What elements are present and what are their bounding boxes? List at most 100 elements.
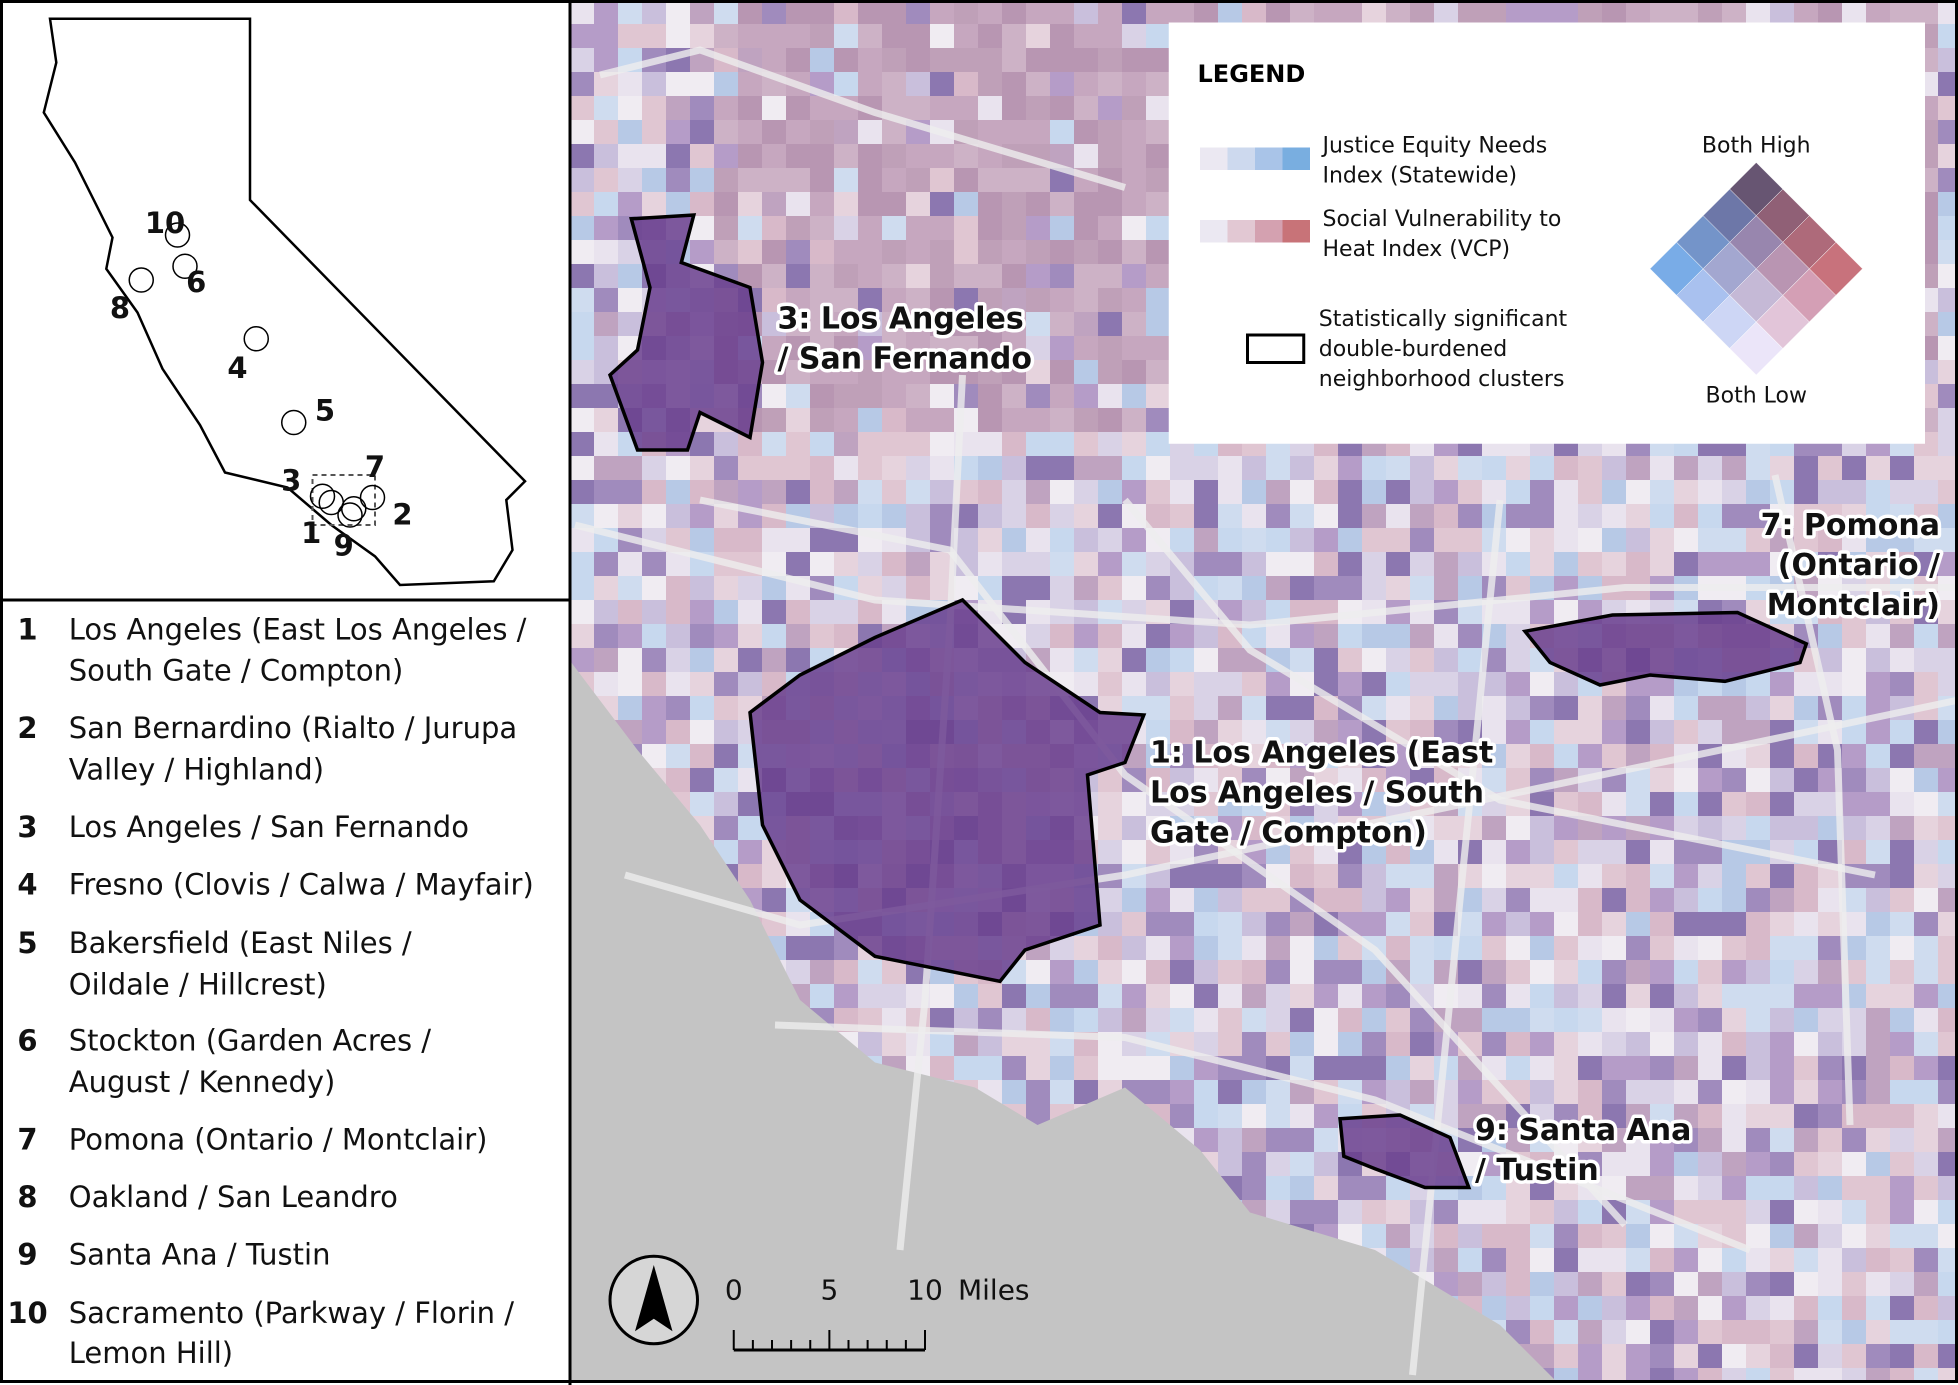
tract xyxy=(978,384,1002,408)
tract xyxy=(762,864,786,888)
tract xyxy=(1554,864,1578,888)
tract xyxy=(594,672,618,696)
tract xyxy=(1482,1176,1506,1200)
tract xyxy=(1890,552,1914,576)
inset-label: 10 xyxy=(145,206,185,240)
tract xyxy=(1002,456,1026,480)
tract xyxy=(1818,456,1842,480)
tract xyxy=(1026,1080,1050,1104)
tract xyxy=(834,240,858,264)
tract xyxy=(978,984,1002,1008)
tract xyxy=(1554,552,1578,576)
tract xyxy=(1266,1128,1290,1152)
tract xyxy=(954,2,978,24)
tract xyxy=(762,360,786,384)
tract xyxy=(1362,480,1386,504)
tract xyxy=(1698,1320,1722,1344)
tract xyxy=(1002,168,1026,192)
tract xyxy=(882,360,906,384)
tract xyxy=(1074,648,1098,672)
tract xyxy=(1890,984,1914,1008)
tract xyxy=(1674,792,1698,816)
tract xyxy=(1026,552,1050,576)
tract xyxy=(1266,1080,1290,1104)
tract xyxy=(642,2,666,24)
cluster-label: 1: Los Angeles (East xyxy=(1150,735,1493,770)
tract xyxy=(1842,504,1866,528)
tract xyxy=(978,528,1002,552)
tract xyxy=(762,456,786,480)
tract xyxy=(1506,816,1530,840)
diamond-label: Both Low xyxy=(1706,383,1807,408)
tract xyxy=(571,600,594,624)
tract xyxy=(1482,888,1506,912)
tract xyxy=(1290,912,1314,936)
road xyxy=(1409,499,1504,1376)
tract xyxy=(642,696,666,720)
tract xyxy=(1890,792,1914,816)
tract xyxy=(1434,888,1458,912)
tract xyxy=(1626,552,1650,576)
tract xyxy=(1314,624,1338,648)
tract xyxy=(571,552,594,576)
tract xyxy=(1602,744,1626,768)
tract xyxy=(618,552,642,576)
tract xyxy=(810,168,834,192)
tract xyxy=(1050,120,1074,144)
legend-text: double-burdened xyxy=(1319,337,1507,362)
tract xyxy=(1290,2,1314,24)
tract xyxy=(1026,1056,1050,1080)
tract xyxy=(906,240,930,264)
tract xyxy=(1050,456,1074,480)
tract xyxy=(1482,1248,1506,1272)
tract xyxy=(690,768,714,792)
tract xyxy=(1386,1080,1410,1104)
tract xyxy=(1722,1032,1746,1056)
tract xyxy=(786,312,810,336)
tract xyxy=(1530,672,1554,696)
tract xyxy=(1842,1272,1866,1296)
tract xyxy=(1266,696,1290,720)
tract xyxy=(1554,960,1578,984)
tract xyxy=(1914,480,1938,504)
tract xyxy=(1818,960,1842,984)
tract xyxy=(978,1056,1002,1080)
tract xyxy=(690,456,714,480)
tract xyxy=(1050,984,1074,1008)
tract xyxy=(1866,792,1890,816)
tract xyxy=(1242,1128,1266,1152)
tract xyxy=(1314,456,1338,480)
tract xyxy=(1506,624,1530,648)
tract xyxy=(1314,1128,1338,1152)
tract xyxy=(714,432,738,456)
tract xyxy=(1050,24,1074,48)
tract xyxy=(1122,912,1146,936)
tract xyxy=(1122,144,1146,168)
tract xyxy=(1938,1248,1956,1272)
tract xyxy=(1578,984,1602,1008)
tract xyxy=(1578,1056,1602,1080)
tract xyxy=(930,216,954,240)
tract xyxy=(1602,888,1626,912)
tract xyxy=(954,336,978,360)
inset-marker xyxy=(309,483,336,509)
tract xyxy=(1818,1104,1842,1128)
tract xyxy=(1218,984,1242,1008)
tract xyxy=(1194,792,1218,816)
tract xyxy=(1746,2,1770,24)
tract xyxy=(1386,528,1410,552)
tract xyxy=(810,936,834,960)
tract xyxy=(1218,1008,1242,1032)
list-name: August / Kennedy) xyxy=(69,1065,336,1099)
tract xyxy=(1506,600,1530,624)
tract xyxy=(1650,1032,1674,1056)
tract xyxy=(1146,216,1170,240)
tract xyxy=(786,408,810,432)
tract xyxy=(834,72,858,96)
tract xyxy=(1362,1032,1386,1056)
tract xyxy=(1746,1008,1770,1032)
tract xyxy=(1338,1008,1362,1032)
tract xyxy=(1074,336,1098,360)
tract xyxy=(1002,984,1026,1008)
tract xyxy=(666,72,690,96)
